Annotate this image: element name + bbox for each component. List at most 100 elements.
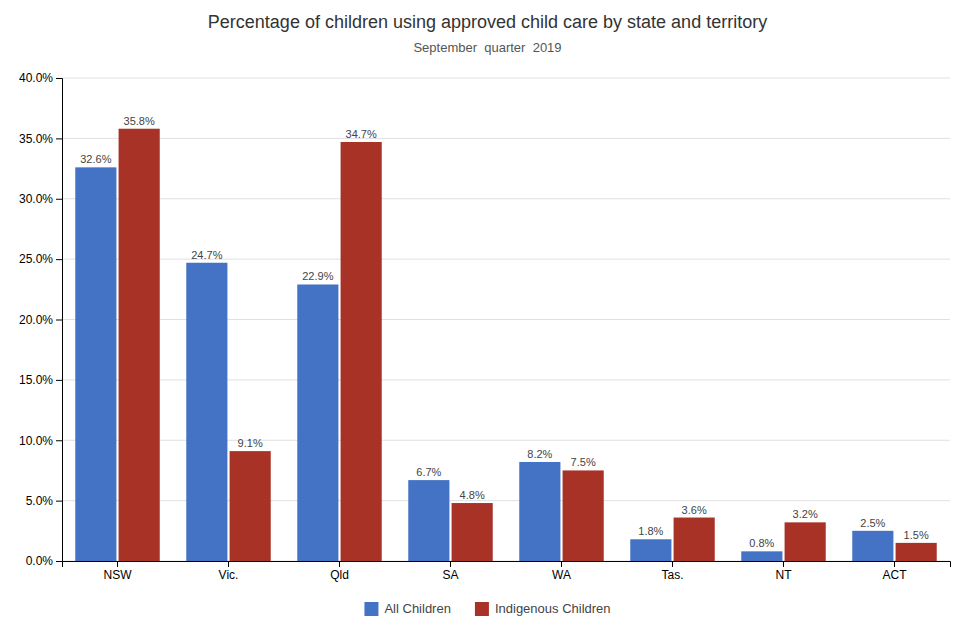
bar [674, 518, 715, 561]
x-tick-mark [117, 561, 118, 567]
y-tick-mark [56, 561, 62, 562]
bar [119, 129, 160, 561]
legend-label: Indigenous Children [495, 601, 611, 616]
x-tick: Vic. [219, 561, 239, 582]
x-tick: ACT [883, 561, 908, 582]
bar [230, 451, 271, 561]
y-tick-label: 0.0% [26, 554, 54, 568]
x-tick-mark [672, 561, 673, 567]
grid [62, 78, 950, 561]
subtitle: September quarter 2019 [413, 40, 561, 55]
bar-series [75, 167, 893, 561]
x-tick-label: Vic. [219, 568, 239, 582]
data-label: 6.7% [416, 466, 441, 478]
y-tick-label: 30.0% [19, 192, 53, 206]
data-label: 9.1% [238, 437, 263, 449]
y-axis-line [56, 79, 63, 562]
data-labels: 32.6%24.7%22.9%6.7%8.2%1.8%0.8%2.5%35.8%… [80, 115, 929, 550]
y-tick: 10.0% [19, 434, 62, 448]
y-tick-mark [56, 440, 62, 441]
legend-item: All Children [364, 601, 450, 616]
x-tick-mark [450, 561, 451, 567]
data-label: 3.2% [793, 508, 818, 520]
x-tick-label: NSW [104, 568, 133, 582]
bar [563, 470, 604, 561]
x-tick: NT [776, 561, 793, 582]
bar [896, 543, 937, 561]
legend-label: All Children [384, 601, 450, 616]
bar [519, 462, 560, 561]
x-tick-label: Qld [330, 568, 349, 582]
grid-line [62, 198, 950, 199]
plot: 32.6%24.7%22.9%6.7%8.2%1.8%0.8%2.5%35.8%… [19, 71, 951, 581]
data-label: 3.6% [682, 504, 707, 516]
y-tick-mark [56, 138, 62, 139]
x-tick-label: ACT [883, 568, 908, 582]
legend-swatch [364, 602, 378, 616]
bar [75, 167, 116, 561]
data-label: 32.6% [80, 153, 111, 165]
bar [452, 503, 493, 561]
y-tick-mark [56, 199, 62, 200]
bar [785, 522, 826, 561]
legend: All Children Indigenous Children [364, 601, 610, 616]
bar [186, 263, 227, 561]
data-label: 0.8% [749, 537, 774, 549]
x-tick-label: WA [552, 568, 571, 582]
y-tick: 25.0% [19, 252, 62, 266]
x-tick-mark [339, 561, 340, 567]
y-tick-label: 10.0% [19, 434, 53, 448]
x-tick-label: SA [442, 568, 458, 582]
data-label: 4.8% [460, 489, 485, 501]
data-label: 1.5% [904, 529, 929, 541]
y-tick: 20.0% [19, 313, 62, 327]
x-axis-line [63, 562, 951, 568]
title: Percentage of children using approved ch… [208, 12, 767, 32]
bar [741, 551, 782, 561]
data-label: 35.8% [124, 115, 155, 127]
y-tick-label: 35.0% [19, 132, 53, 146]
x-tick-mark [894, 561, 895, 567]
y-axis: 0.0% 5.0% 10.0% 15.0% 20.0% 25.0% 30.0% 35.0% 40… [19, 71, 63, 568]
x-tick-label: Tas. [661, 568, 683, 582]
x-tick-mark [561, 561, 562, 567]
bar [297, 284, 338, 561]
y-tick-mark [56, 259, 62, 260]
y-tick: 30.0% [19, 192, 62, 206]
x-tick: SA [442, 561, 458, 582]
bar [630, 539, 671, 561]
y-tick: 15.0% [19, 373, 62, 387]
y-tick: 40.0% [19, 71, 62, 85]
x-tick-mark [228, 561, 229, 567]
chart-svg: Percentage of children using approved ch… [0, 0, 975, 641]
x-tick-mark [783, 561, 784, 567]
y-tick: 0.0% [26, 554, 62, 568]
y-tick-label: 20.0% [19, 313, 53, 327]
x-tick: Qld [330, 561, 349, 582]
legend-item: Indigenous Children [475, 601, 611, 616]
x-tick-label: NT [776, 568, 793, 582]
y-tick-mark [56, 380, 62, 381]
y-tick: 5.0% [26, 494, 62, 508]
y-tick-label: 15.0% [19, 373, 53, 387]
data-label: 2.5% [860, 517, 885, 529]
y-tick-mark [56, 78, 62, 79]
grid-line [62, 138, 950, 139]
x-tick: WA [552, 561, 571, 582]
y-tick: 35.0% [19, 132, 62, 146]
data-label: 22.9% [302, 270, 333, 282]
bar [341, 142, 382, 561]
y-tick-mark [56, 320, 62, 321]
data-label: 7.5% [571, 456, 596, 468]
x-tick: NSW [104, 561, 133, 582]
y-tick-label: 40.0% [19, 71, 53, 85]
y-tick-label: 25.0% [19, 252, 53, 266]
bar [852, 531, 893, 561]
grid-line [62, 78, 950, 79]
x-tick: Tas. [661, 561, 683, 582]
data-label: 24.7% [191, 249, 222, 261]
data-label: 1.8% [638, 525, 663, 537]
bar [408, 480, 449, 561]
data-label: 34.7% [346, 128, 377, 140]
bars [75, 129, 936, 561]
